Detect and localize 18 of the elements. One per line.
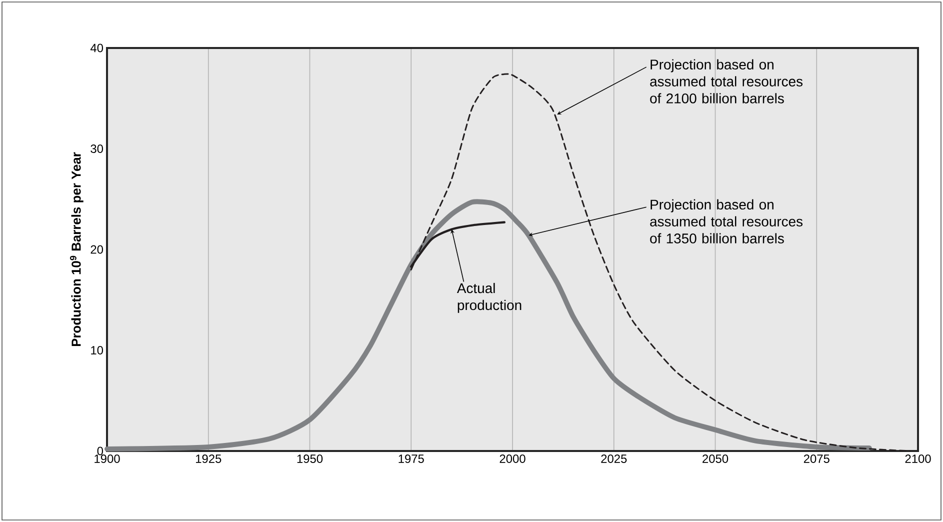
x-tick-label: 1900 — [94, 454, 120, 463]
annotation: Projection based on assumed total resources of 1350 billion barrels — [650, 199, 803, 244]
y-tick-label: 40 — [90, 44, 104, 52]
x-tick-label: 2000 — [500, 454, 526, 463]
x-tick-label: 2050 — [702, 454, 728, 463]
y-tick-label: 0 — [97, 446, 104, 456]
x-tick-label: 1950 — [297, 454, 323, 463]
x-tick-label: 1975 — [398, 454, 424, 463]
y-tick-label: 10 — [91, 346, 104, 354]
y-tick-label: 30 — [90, 144, 104, 153]
annotation: Projection based on assumed total resources of 2100 billion barrels — [650, 59, 803, 104]
text: Production 10$^{9}$ Barrels per Year — [70, 152, 84, 346]
x-tick-label: 2100 — [905, 454, 931, 463]
x-tick-label: 2075 — [804, 454, 830, 463]
y-tick-label: 20 — [90, 245, 104, 254]
annotation: Actual production — [456, 282, 522, 313]
x-tick-label: 2025 — [601, 454, 627, 463]
x-tick-label: 1925 — [196, 454, 222, 463]
